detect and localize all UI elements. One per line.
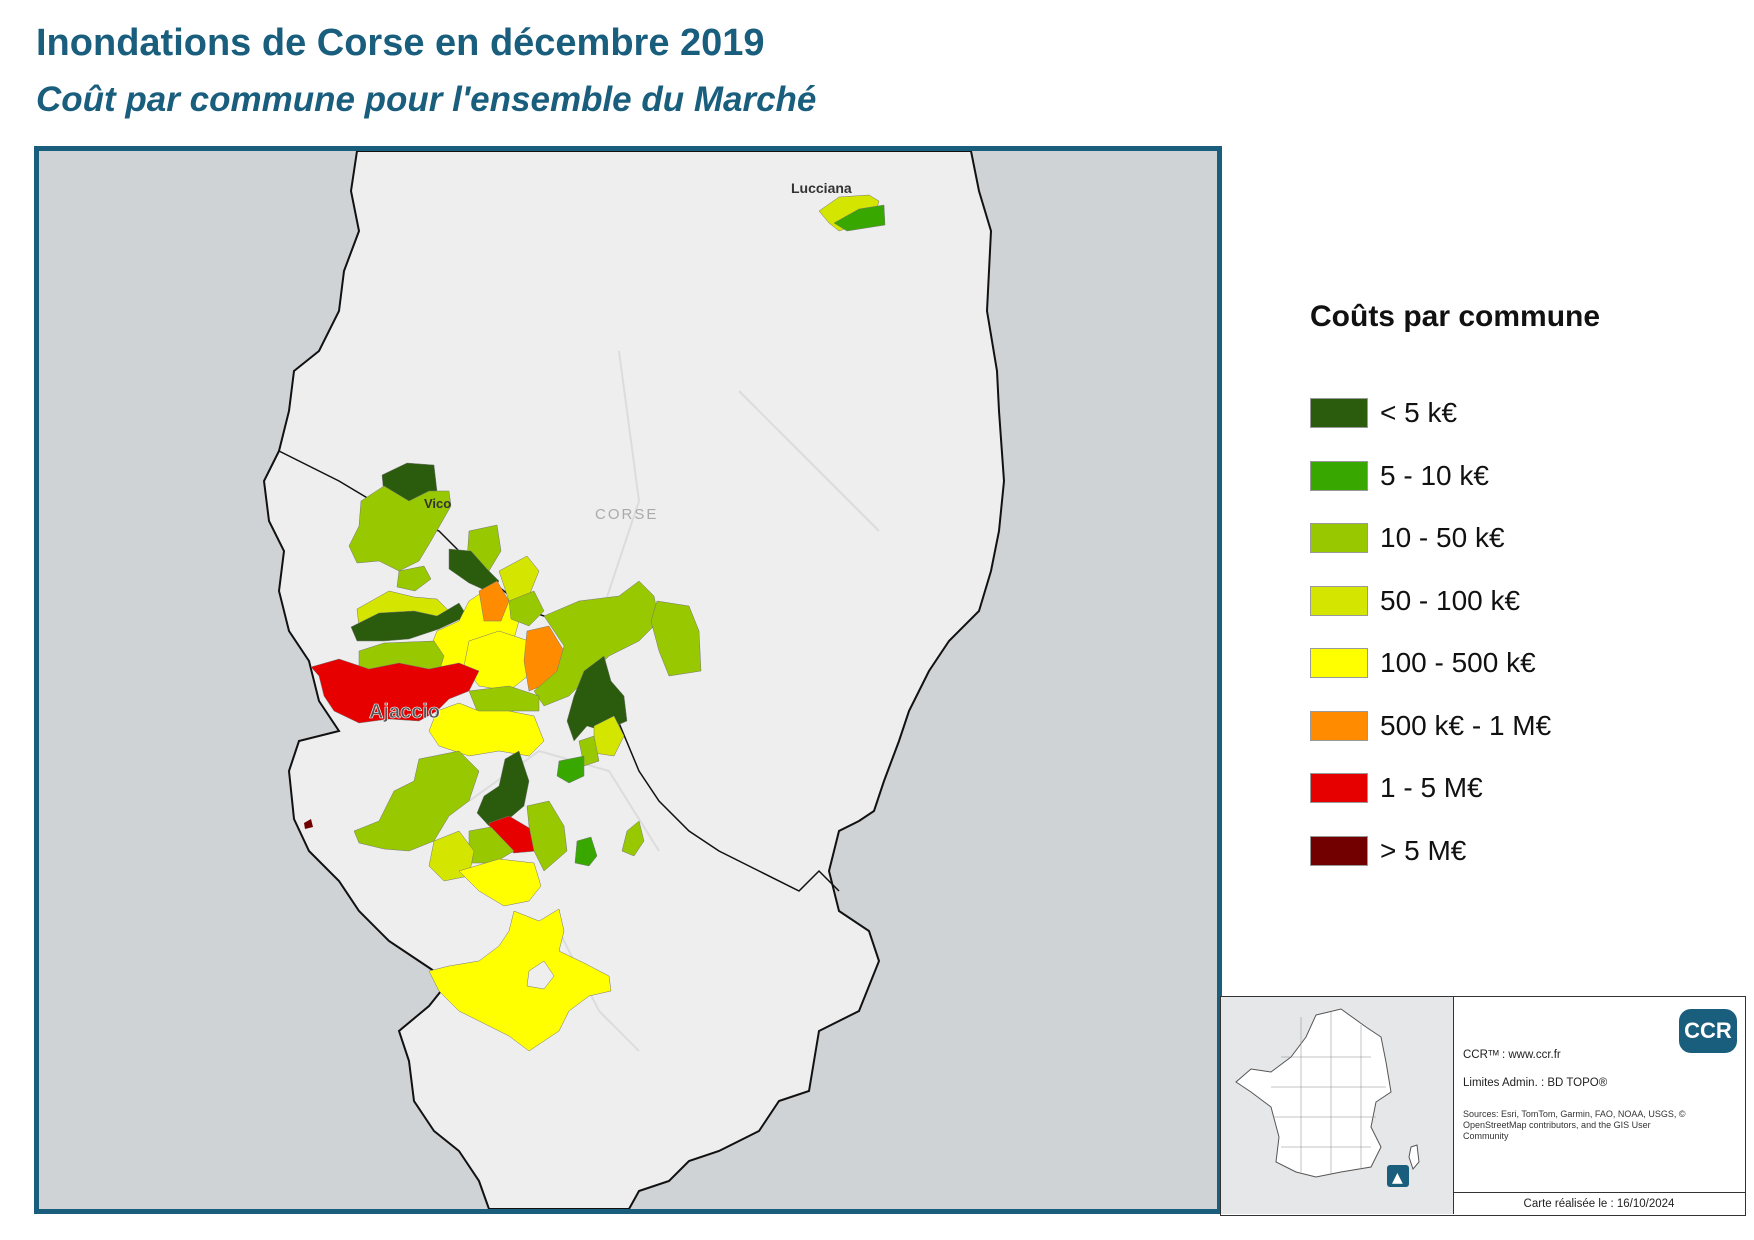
north-arrow-glyph: ▲ xyxy=(1392,1170,1403,1186)
legend-item: 5 - 10 k€ xyxy=(1310,445,1730,508)
legend-item: 500 k€ - 1 M€ xyxy=(1310,695,1730,758)
ccr-logo: CCR xyxy=(1679,1009,1737,1053)
commune[interactable] xyxy=(353,750,480,852)
legend-item: < 5 k€ xyxy=(1310,382,1730,445)
legend-item: 1 - 5 M€ xyxy=(1310,757,1730,820)
legend-swatch xyxy=(1310,460,1368,491)
commune[interactable] xyxy=(650,600,702,677)
road xyxy=(598,350,641,622)
legend-label: 500 k€ - 1 M€ xyxy=(1380,709,1552,741)
legend: Coûts par commune < 5 k€ 5 - 10 k€ 10 - 50… xyxy=(1310,300,1730,882)
legend-label: > 5 M€ xyxy=(1380,834,1467,866)
legend-items: < 5 k€ 5 - 10 k€ 10 - 50 k€ 50 - 100 k€ 100 … xyxy=(1310,382,1730,882)
legend-label: 10 - 50 k€ xyxy=(1380,522,1505,554)
label-ajaccio: Ajaccio xyxy=(369,701,440,723)
inset-canvas: ▲ xyxy=(1235,1008,1420,1187)
north-arrow-icon xyxy=(1387,1165,1409,1187)
dept-grid xyxy=(1271,1012,1386,1175)
map-sources: Sources: Esri, TomTom, Garmin, FAO, NOAA… xyxy=(1463,1109,1686,1141)
commune[interactable] xyxy=(478,580,510,622)
road xyxy=(738,390,880,532)
commune[interactable] xyxy=(508,590,545,627)
map-title: Inondations de Corse en décembre 2019 xyxy=(36,22,765,64)
legend-swatch xyxy=(1310,648,1368,679)
map-subtitle: Coût par commune pour l'ensemble du Marc… xyxy=(36,80,817,119)
corsica-inset xyxy=(1408,1144,1420,1170)
legend-item: > 5 M€ xyxy=(1310,820,1730,883)
legend-swatch xyxy=(1310,773,1368,804)
ccr-website: CCRᵀᴹ : www.ccr.fr xyxy=(1463,1049,1561,1061)
commune[interactable] xyxy=(833,204,886,232)
commune[interactable] xyxy=(526,800,568,872)
legend-item: 50 - 100 k€ xyxy=(1310,570,1730,633)
legend-title: Coûts par commune xyxy=(1310,300,1601,333)
legend-label: < 5 k€ xyxy=(1380,397,1458,429)
credits: CCR CCRᵀᴹ : www.ccr.fr Limites Admin. : … xyxy=(1453,997,1745,1214)
islet xyxy=(304,819,313,829)
commune[interactable] xyxy=(556,755,585,784)
legend-item: 100 - 500 k€ xyxy=(1310,632,1730,695)
commune[interactable] xyxy=(621,820,645,857)
legend-swatch xyxy=(1310,710,1368,741)
label-vico: Vico xyxy=(424,496,451,511)
commune[interactable] xyxy=(310,658,480,724)
corsica-land xyxy=(262,151,1006,1209)
legend-label: 1 - 5 M€ xyxy=(1380,772,1483,804)
france-outline xyxy=(1235,1008,1392,1178)
main-map[interactable]: Lucciana Vico CORSE Ajaccio xyxy=(34,146,1222,1214)
map-canvas: Lucciana Vico CORSE Ajaccio xyxy=(262,151,1006,1209)
legend-label: 50 - 100 k€ xyxy=(1380,584,1521,616)
commune[interactable] xyxy=(498,555,540,602)
france-inset-map: ▲ xyxy=(1221,997,1454,1214)
legend-swatch xyxy=(1310,835,1368,866)
commune[interactable] xyxy=(458,858,542,907)
commune[interactable] xyxy=(428,908,612,1052)
legend-label: 5 - 10 k€ xyxy=(1380,459,1489,491)
legend-swatch xyxy=(1310,398,1368,429)
admin-limits: Limites Admin. : BD TOPO® xyxy=(1463,1077,1608,1089)
map-date: Carte réalisée le : 16/10/2024 xyxy=(1453,1192,1745,1215)
legend-item: 10 - 50 k€ xyxy=(1310,507,1730,570)
label-corse: CORSE xyxy=(595,506,658,523)
legend-swatch xyxy=(1310,523,1368,554)
commune[interactable] xyxy=(428,702,545,757)
commune[interactable] xyxy=(574,836,598,867)
info-panel: ▲ CCR CCRᵀᴹ : www.ccr.fr Limites Admin. … xyxy=(1220,996,1746,1216)
legend-label: 100 - 500 k€ xyxy=(1380,647,1536,679)
label-lucciana: Lucciana xyxy=(791,180,852,196)
commune[interactable] xyxy=(533,580,660,707)
commune[interactable] xyxy=(348,485,452,572)
legend-swatch xyxy=(1310,585,1368,616)
commune[interactable] xyxy=(396,565,432,592)
